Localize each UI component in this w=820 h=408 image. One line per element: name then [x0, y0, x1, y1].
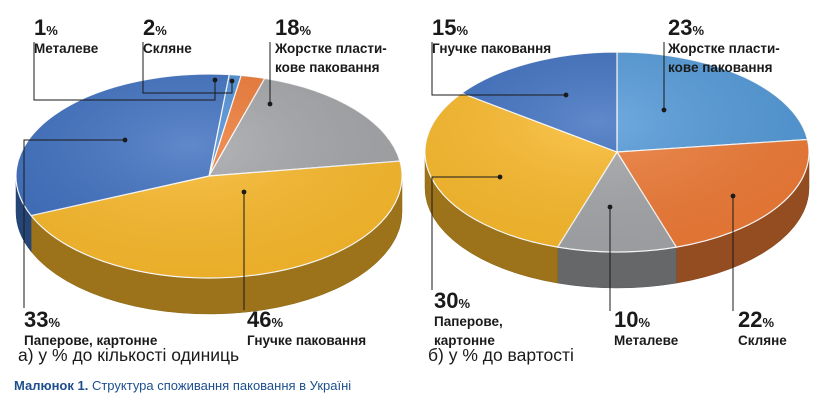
category-label: Металеве: [614, 333, 679, 348]
data-label-value: 18%: [275, 15, 311, 40]
category-label: Гнучке паковання: [247, 333, 366, 348]
data-label-value: 46%: [247, 307, 283, 332]
leader-line: [431, 176, 500, 290]
pie-chart-units: [15, 73, 403, 315]
leader-dot: [497, 174, 503, 180]
pie-slice-side: [557, 246, 677, 289]
data-label-value: 15%: [432, 15, 468, 40]
subtitle-value: б) у % до вартості: [428, 345, 574, 365]
value-percent-sign: %: [46, 23, 58, 38]
category-label: кове паковання: [668, 60, 773, 75]
leader-line: [142, 42, 233, 94]
pie-top: [424, 51, 810, 253]
value-number: 10: [614, 307, 638, 332]
leader-dot: [607, 204, 613, 210]
leader-dot: [563, 92, 569, 98]
pie-top: [15, 73, 403, 279]
leader-line: [431, 42, 566, 96]
leader-line: [33, 42, 216, 101]
category-label: картонне: [434, 333, 495, 348]
data-label-value: 2%: [143, 15, 167, 40]
category-label: Скляне: [738, 333, 787, 348]
value-number: 22: [738, 307, 762, 332]
value-percent-sign: %: [155, 23, 167, 38]
value-number: 30: [434, 288, 458, 313]
leader-dot: [730, 193, 736, 199]
value-percent-sign: %: [762, 315, 774, 330]
leader-dot: [229, 78, 235, 84]
value-number: 15: [432, 15, 456, 40]
value-number: 2: [143, 15, 155, 40]
caption-prefix: Малюнок 1.: [14, 378, 89, 393]
leader-dot: [661, 107, 667, 113]
value-number: 23: [668, 15, 692, 40]
data-label-value: 23%: [668, 15, 704, 40]
data-label-value: 22%: [738, 307, 774, 332]
category-label: кове паковання: [275, 60, 380, 75]
value-percent-sign: %: [638, 315, 650, 330]
value-percent-sign: %: [271, 315, 283, 330]
value-percent-sign: %: [456, 23, 468, 38]
figure-caption: Малюнок 1. Структура споживання пакованн…: [14, 378, 351, 393]
value-number: 1: [34, 15, 46, 40]
category-label: Жорстке пласти-: [274, 41, 387, 56]
category-label: Паперове, картонне: [24, 333, 158, 348]
category-label: Жорстке пласти-: [667, 41, 780, 56]
leader-dot: [212, 77, 218, 83]
leader-dot: [122, 137, 128, 143]
category-label: Паперове,: [434, 314, 503, 329]
value-number: 18: [275, 15, 299, 40]
value-percent-sign: %: [299, 23, 311, 38]
category-label: Металеве: [34, 41, 99, 56]
category-label: Скляне: [143, 41, 192, 56]
value-percent-sign: %: [692, 23, 704, 38]
leader-dot: [267, 101, 273, 107]
pie-chart-value: [424, 51, 810, 289]
subtitle-units: а) у % до кількості одиниць: [18, 345, 240, 365]
leader-line: [23, 139, 125, 308]
value-percent-sign: %: [458, 296, 470, 311]
category-label: Гнучке паковання: [432, 41, 551, 56]
data-label-value: 1%: [34, 15, 58, 40]
data-label-value: 30%: [434, 288, 470, 313]
value-number: 33: [24, 307, 48, 332]
value-number: 46: [247, 307, 271, 332]
data-label-value: 33%: [24, 307, 60, 332]
value-percent-sign: %: [48, 315, 60, 330]
leader-dot: [241, 189, 247, 195]
data-label-value: 10%: [614, 307, 650, 332]
caption-text: Структура споживання паковання в Україні: [91, 378, 352, 393]
